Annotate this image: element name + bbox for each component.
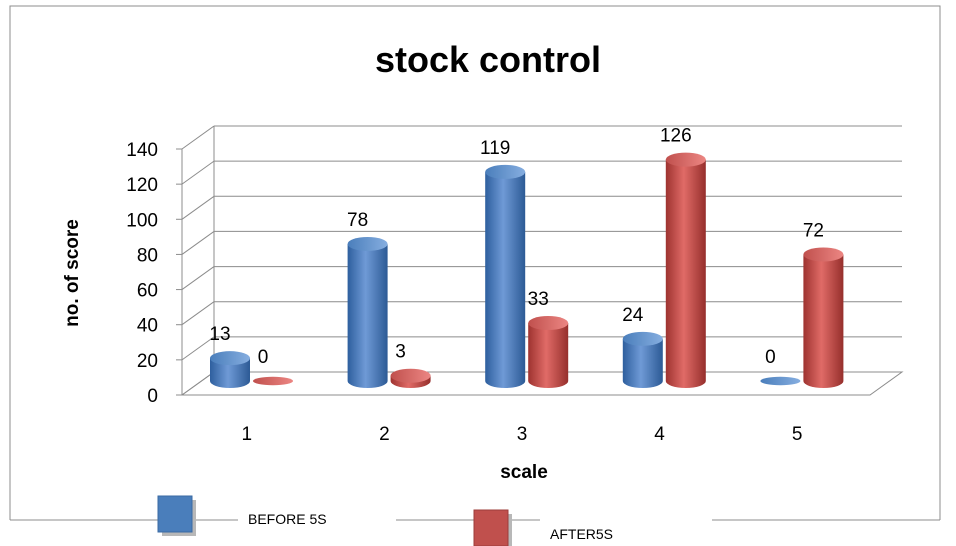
data-label: 3 — [395, 342, 406, 363]
bar-before — [760, 376, 801, 386]
data-label: 72 — [803, 220, 824, 241]
bar-before-top — [622, 331, 663, 346]
bar-before-body — [485, 171, 526, 388]
bar-after-body — [528, 323, 569, 388]
bar-after — [803, 247, 844, 388]
legend-swatch-after — [473, 509, 509, 546]
bar-before — [485, 164, 526, 388]
chart-frame — [9, 5, 941, 520]
y-tick-label: 140 — [126, 140, 158, 161]
data-label: 13 — [209, 324, 230, 345]
gridline-side — [181, 336, 215, 361]
bar-after-top — [528, 316, 569, 331]
y-tick-label: 0 — [147, 386, 158, 407]
bar-before — [622, 331, 663, 388]
data-label: 24 — [622, 305, 644, 326]
bar-after-body — [803, 254, 844, 388]
gridline-side — [181, 195, 215, 220]
bar-after — [253, 376, 293, 386]
bar-after — [528, 316, 569, 388]
data-label: 126 — [660, 126, 692, 147]
chart-title: stock control — [375, 39, 601, 80]
bar-before-body — [347, 243, 388, 388]
gridline-side — [181, 301, 215, 326]
y-tick-label: 100 — [126, 210, 158, 231]
data-label: 33 — [528, 289, 549, 310]
bar-after — [390, 368, 431, 388]
bar-after-top — [665, 152, 706, 167]
legend-swatch-before — [157, 495, 193, 533]
bar-before-top — [210, 351, 250, 366]
legend: BEFORE 5S AFTER5S — [10, 495, 940, 546]
x-tick-label: 2 — [379, 424, 390, 445]
y-tick-label: 40 — [137, 316, 158, 337]
axes: 0 20 40 60 80 100 120 140 1 2 3 4 5 — [126, 140, 904, 445]
x-axis-label: scale — [500, 462, 548, 483]
bar-before-top — [760, 376, 801, 386]
x-tick-label: 5 — [792, 424, 803, 445]
gridline-side — [181, 160, 215, 185]
bar-before-body — [622, 338, 663, 388]
gridline-side — [181, 266, 215, 290]
bar-before-top — [485, 164, 526, 179]
x-tick-label: 1 — [242, 424, 253, 445]
bar-after-body — [665, 159, 706, 388]
y-tick-label: 80 — [137, 245, 158, 266]
x-tick-label: 4 — [654, 424, 665, 445]
bar-after-top — [390, 368, 431, 383]
data-label: 119 — [480, 138, 510, 159]
bar-after-top — [803, 247, 844, 262]
bar-before-top — [347, 236, 388, 251]
floor — [180, 371, 904, 396]
data-label: 78 — [347, 210, 368, 231]
data-label: 0 — [765, 347, 776, 368]
y-axis-label: no. of score — [62, 219, 83, 327]
bar-after-top — [253, 376, 293, 386]
x-tick-label: 3 — [517, 424, 528, 445]
gridline-side — [181, 125, 215, 150]
y-tick-label: 60 — [137, 281, 158, 302]
bars — [210, 152, 844, 388]
y-tick-label: 120 — [126, 175, 158, 196]
gridline-side — [181, 231, 215, 255]
bar-after — [665, 152, 706, 388]
bar-before — [210, 351, 250, 388]
y-tick-label: 20 — [137, 351, 158, 372]
bar-before-body — [210, 358, 250, 388]
data-label: 0 — [258, 347, 269, 368]
legend-label-after: AFTER5S — [550, 526, 613, 542]
legend-label-before: BEFORE 5S — [248, 511, 327, 527]
bar-before — [347, 236, 388, 388]
